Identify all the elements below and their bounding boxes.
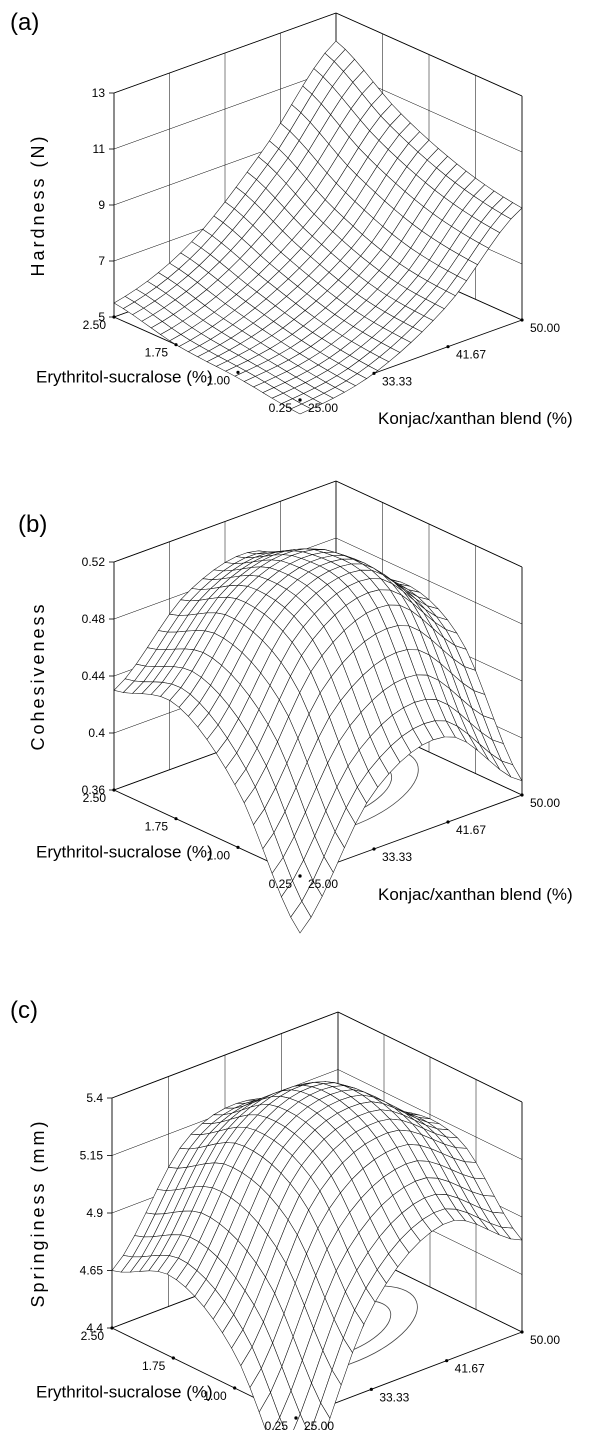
y-tick-label: 1.75	[145, 346, 169, 360]
y-tick-mark	[233, 1386, 237, 1390]
x-tick-label: 41.67	[456, 823, 486, 837]
z-tick-label: 4.4	[86, 1321, 103, 1335]
surface-cell	[272, 1416, 285, 1430]
y-tick-mark	[112, 315, 116, 319]
y-axis-label: Erythritol-sucralose (%)	[36, 842, 213, 861]
y-tick-label: 1.00	[207, 373, 231, 387]
z-tick-label: 13	[92, 86, 106, 100]
z-axis-label: Cohesiveness	[28, 601, 48, 750]
x-tick-label: 41.67	[455, 1362, 485, 1376]
z-tick-label: 0.48	[82, 612, 106, 626]
response-surface	[111, 1081, 523, 1430]
y-tick-label: 1.00	[207, 848, 231, 862]
z-tick-label: 5.15	[80, 1149, 104, 1163]
panel-label: (c)	[10, 997, 38, 1024]
x-tick-label: 50.00	[530, 1333, 560, 1347]
x-tick-mark	[520, 793, 524, 797]
z-axis-label: Springiness (mm)	[28, 1118, 48, 1307]
x-tick-mark	[294, 1416, 298, 1420]
x-tick-label: 33.33	[379, 1390, 409, 1404]
x-tick-mark	[298, 874, 302, 878]
x-tick-mark	[445, 1359, 449, 1363]
x-tick-label: 33.33	[382, 374, 412, 388]
z-tick-label: 0.4	[88, 726, 105, 740]
z-tick-label: 0.44	[82, 669, 106, 683]
y-tick-mark	[236, 845, 240, 849]
surface-cell	[290, 403, 312, 415]
z-tick-label: 4.65	[80, 1264, 104, 1278]
panel-label: (b)	[18, 511, 47, 538]
z-tick-label: 0.36	[82, 783, 106, 797]
y-tick-label: 1.75	[145, 820, 169, 834]
x-tick-label: 25.00	[304, 1419, 334, 1430]
chart-panel-2: (b) 0.36 0.4 0.44 0.48 0.52 Cohesiveness 0.25 1.…	[18, 480, 573, 934]
x-tick-mark	[372, 371, 376, 375]
x-tick-mark	[446, 345, 450, 349]
z-tick-label: 5	[98, 310, 105, 324]
z-tick-label: 0.52	[82, 555, 106, 569]
x-tick-mark	[298, 398, 302, 402]
x-tick-label: 41.67	[456, 348, 486, 362]
panel-label: (a)	[10, 9, 39, 36]
z-tick-label: 5.4	[86, 1091, 103, 1105]
response-surface	[113, 40, 523, 415]
x-tick-mark	[520, 1330, 524, 1334]
x-tick-label: 25.00	[308, 877, 338, 891]
back-grid-line	[113, 480, 523, 568]
y-tick-label: 0.25	[269, 877, 293, 891]
y-tick-label: 2.50	[83, 318, 107, 332]
y-tick-label: 2.50	[83, 791, 107, 805]
y-tick-label: 0.25	[265, 1419, 289, 1430]
x-tick-mark	[369, 1387, 373, 1391]
y-tick-label: 1.75	[142, 1359, 166, 1373]
x-tick-label: 50.00	[530, 796, 560, 810]
y-axis-label: Erythritol-sucralose (%)	[36, 368, 213, 387]
x-tick-label: 50.00	[530, 321, 560, 335]
surface-cell	[310, 1402, 331, 1430]
y-tick-mark	[112, 788, 116, 792]
back-grid-line	[111, 1069, 523, 1160]
y-axis-label: Erythritol-sucralose (%)	[36, 1383, 213, 1402]
z-axis-label: Hardness (N)	[28, 133, 48, 276]
y-tick-mark	[171, 1356, 175, 1360]
x-axis-label: Konjac/xanthan blend (%)	[378, 409, 573, 428]
z-tick-label: 4.9	[86, 1206, 103, 1220]
back-grid-line	[111, 1011, 523, 1103]
x-tick-mark	[446, 820, 450, 824]
y-tick-label: 2.50	[81, 1329, 105, 1343]
chart-panel-3: (c) 4.4 4.65 4.9 5.15 5.4 Springiness (mm) 0.25…	[10, 997, 573, 1430]
y-tick-mark	[174, 343, 178, 347]
x-tick-label: 33.33	[382, 850, 412, 864]
surface-cell	[293, 1413, 308, 1430]
response-surface	[113, 548, 523, 934]
z-tick-label: 11	[93, 142, 106, 156]
x-axis-label: Konjac/xanthan blend (%)	[378, 1427, 573, 1430]
y-tick-label: 0.25	[269, 401, 293, 415]
chart-panel-1: (a) 5 7 9 11 13 Hardness (N) 0.25 1.00 1.75 2.50 25…	[10, 9, 573, 428]
y-tick-mark	[174, 817, 178, 821]
z-tick-label: 7	[98, 254, 105, 268]
x-tick-mark	[372, 847, 376, 851]
surface-cell	[290, 900, 312, 934]
x-tick-label: 25.00	[308, 401, 338, 415]
x-axis-label: Konjac/xanthan blend (%)	[378, 885, 573, 904]
y-tick-mark	[110, 1326, 114, 1330]
y-tick-label: 1.00	[203, 1389, 227, 1403]
y-tick-mark	[236, 370, 240, 374]
x-tick-mark	[520, 318, 524, 322]
back-grid-line	[113, 12, 523, 97]
z-tick-label: 9	[98, 198, 105, 212]
